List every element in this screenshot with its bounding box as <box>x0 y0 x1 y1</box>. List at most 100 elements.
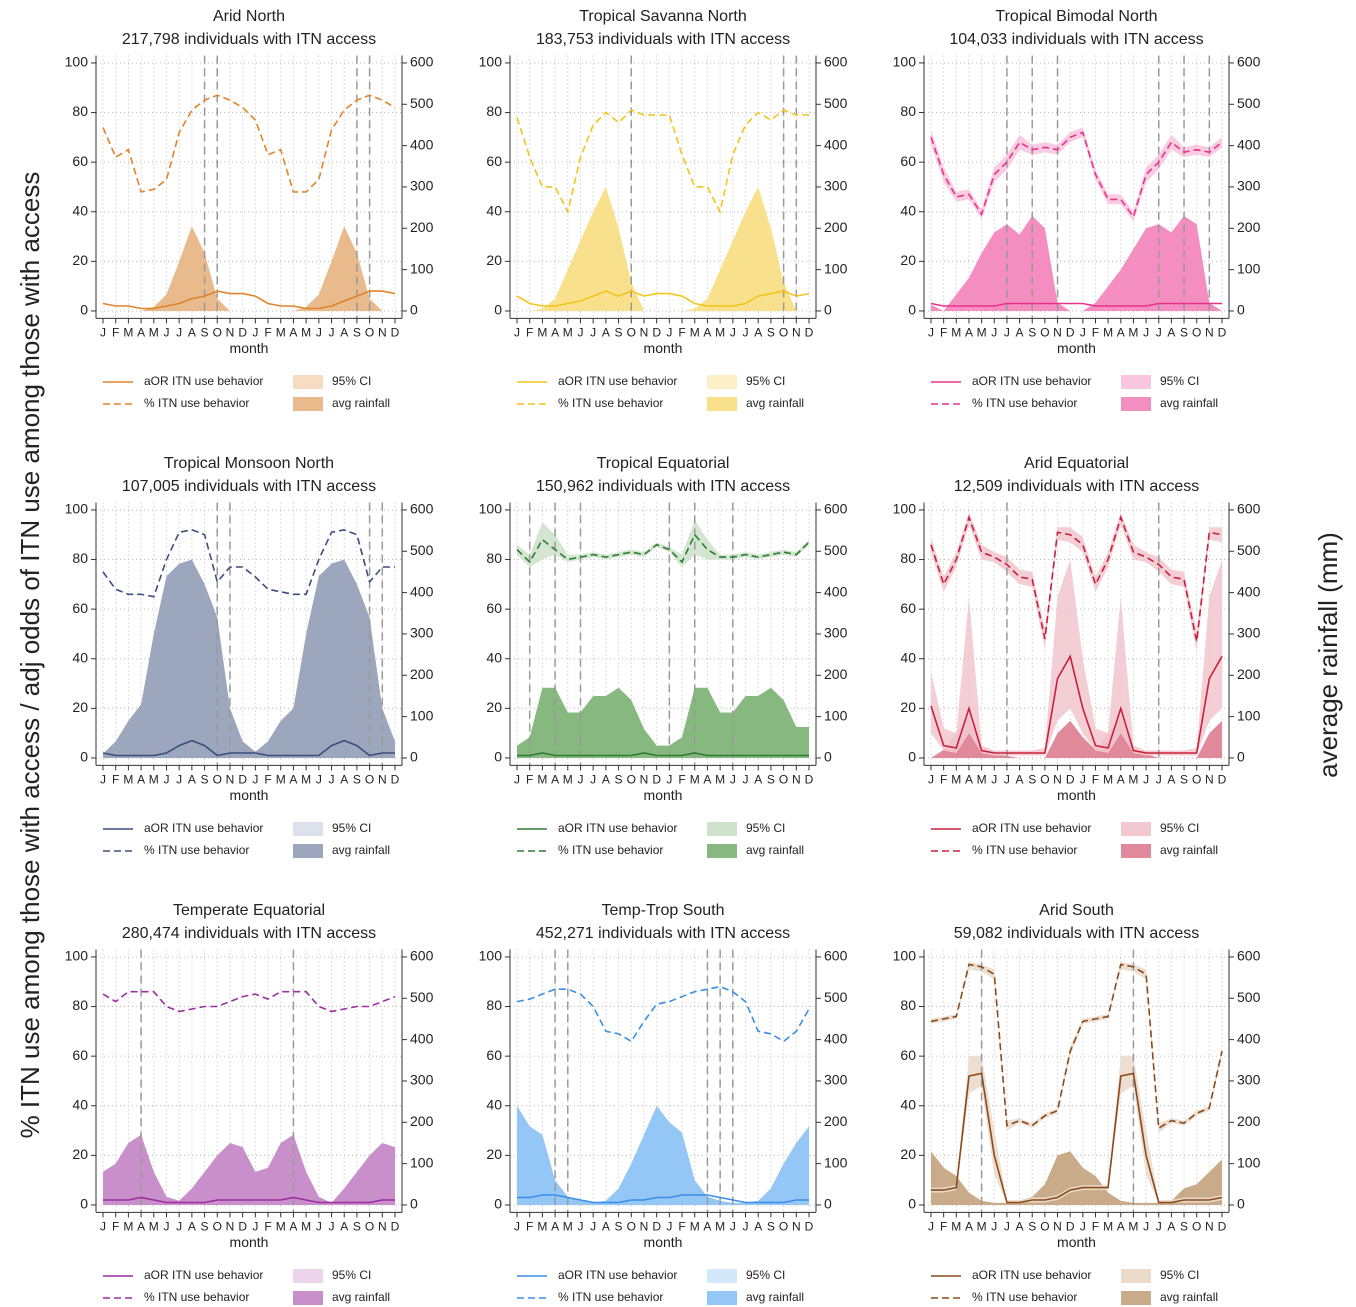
x-tick-label: O <box>365 773 374 787</box>
y2-tick-label: 600 <box>824 948 848 964</box>
x-tick-label: A <box>1167 326 1175 340</box>
x-tick-label: N <box>792 326 801 340</box>
x-tick-label: J <box>666 326 672 340</box>
x-tick-label: M <box>276 1220 286 1234</box>
series-line <box>517 752 809 757</box>
x-tick-label: M <box>301 326 311 340</box>
y2-tick-label: 300 <box>410 625 434 641</box>
x-tick-label: D <box>652 1220 661 1234</box>
y2-tick-label: 200 <box>824 219 848 235</box>
x-tick-label: N <box>792 1220 801 1234</box>
y2-tick-label: 600 <box>824 54 848 70</box>
y-tick-label: 0 <box>494 749 502 765</box>
x-tick-label: N <box>1053 326 1062 340</box>
x-tick-label: J <box>928 773 934 787</box>
x-tick-label: N <box>1205 1220 1214 1234</box>
y-axis-label: % ITN use among those with access / adj … <box>15 172 45 1139</box>
y2-tick-label: 0 <box>410 1196 418 1212</box>
y2-tick-label: 500 <box>1237 989 1261 1005</box>
y2-tick-label: 300 <box>824 625 848 641</box>
x-tick-label: J <box>1080 1220 1086 1234</box>
x-axis-label: month <box>1057 1234 1096 1250</box>
y-tick-label: 60 <box>900 600 916 616</box>
x-tick-label: S <box>615 1220 623 1234</box>
rainfall-area <box>103 559 395 758</box>
y2-tick-label: 500 <box>824 542 848 558</box>
x-tick-label: A <box>137 326 145 340</box>
legend-label: % ITN use behavior <box>558 396 663 410</box>
x-tick-label: J <box>100 773 106 787</box>
series-line <box>102 94 396 193</box>
x-tick-label: S <box>615 326 623 340</box>
ci-band <box>931 961 1222 1133</box>
x-tick-label: M <box>276 326 286 340</box>
y-tick-label: 40 <box>900 202 916 218</box>
x-tick-label: M <box>715 326 725 340</box>
y2-tick-label: 500 <box>1237 95 1261 111</box>
x-tick-label: M <box>715 1220 725 1234</box>
x-tick-label: A <box>602 326 610 340</box>
x-axis-label: month <box>230 1234 269 1250</box>
x-tick-label: O <box>779 326 788 340</box>
legend-label: % ITN use behavior <box>972 396 1077 410</box>
x-tick-label: A <box>137 1220 145 1234</box>
x-tick-label: A <box>1016 1220 1024 1234</box>
y2-tick-label: 0 <box>1237 749 1245 765</box>
chart-subtitle: 12,509 individuals with ITN access <box>954 478 1199 495</box>
rainfall-area <box>103 1134 395 1205</box>
legend-swatch <box>293 397 323 411</box>
y-tick-label: 80 <box>72 997 88 1013</box>
x-tick-label: N <box>1053 1220 1062 1234</box>
y-tick-label: 80 <box>72 103 88 119</box>
y-tick-label: 20 <box>900 1146 916 1162</box>
x-tick-label: J <box>1156 1220 1162 1234</box>
legend-swatch <box>1121 822 1151 836</box>
chart-title: Arid South <box>1039 902 1114 919</box>
x-tick-label: A <box>703 326 711 340</box>
x-tick-label: O <box>627 1220 636 1234</box>
x-tick-label: S <box>1028 1220 1036 1234</box>
legend-label: aOR ITN use behavior <box>972 1268 1091 1282</box>
y-tick-label: 60 <box>486 1047 502 1063</box>
x-tick-label: J <box>577 326 583 340</box>
y-tick-label: 60 <box>72 600 88 616</box>
y-tick-label: 20 <box>72 1146 88 1162</box>
legend-label: aOR ITN use behavior <box>144 821 263 835</box>
x-tick-label: N <box>640 1220 649 1234</box>
y2-tick-label: 300 <box>410 1072 434 1088</box>
x-tick-label: J <box>928 1220 934 1234</box>
y-tick-label: 60 <box>72 153 88 169</box>
x-tick-label: A <box>289 1220 297 1234</box>
y2-tick-label: 400 <box>1237 136 1261 152</box>
x-tick-label: J <box>176 773 182 787</box>
y-tick-label: 100 <box>65 948 89 964</box>
x-tick-label: O <box>1040 773 1049 787</box>
x-tick-label: S <box>353 1220 361 1234</box>
x-tick-label: D <box>391 1220 400 1234</box>
x-tick-label: F <box>940 773 947 787</box>
legend-label: avg rainfall <box>746 396 804 410</box>
y2-tick-label: 100 <box>1237 707 1261 723</box>
x-tick-label: J <box>991 1220 997 1234</box>
legend-label: aOR ITN use behavior <box>972 374 1091 388</box>
x-tick-label: J <box>252 773 258 787</box>
series-line <box>517 1194 809 1204</box>
legend-label: % ITN use behavior <box>558 843 663 857</box>
y-tick-label: 100 <box>479 54 503 70</box>
x-tick-label: J <box>730 773 736 787</box>
legend-swatch <box>707 375 737 389</box>
y-tick-label: 0 <box>908 749 916 765</box>
y2-tick-label: 300 <box>410 178 434 194</box>
x-tick-label: F <box>526 773 533 787</box>
y-tick-label: 0 <box>80 749 88 765</box>
legend-label: aOR ITN use behavior <box>558 1268 677 1282</box>
x-tick-label: M <box>301 1220 311 1234</box>
rainfall-area <box>103 226 395 311</box>
x-tick-label: O <box>1040 1220 1049 1234</box>
x-tick-label: F <box>678 1220 685 1234</box>
x-tick-label: O <box>779 773 788 787</box>
y-tick-label: 20 <box>486 252 502 268</box>
x-tick-label: M <box>977 326 987 340</box>
x-tick-label: N <box>1205 326 1214 340</box>
